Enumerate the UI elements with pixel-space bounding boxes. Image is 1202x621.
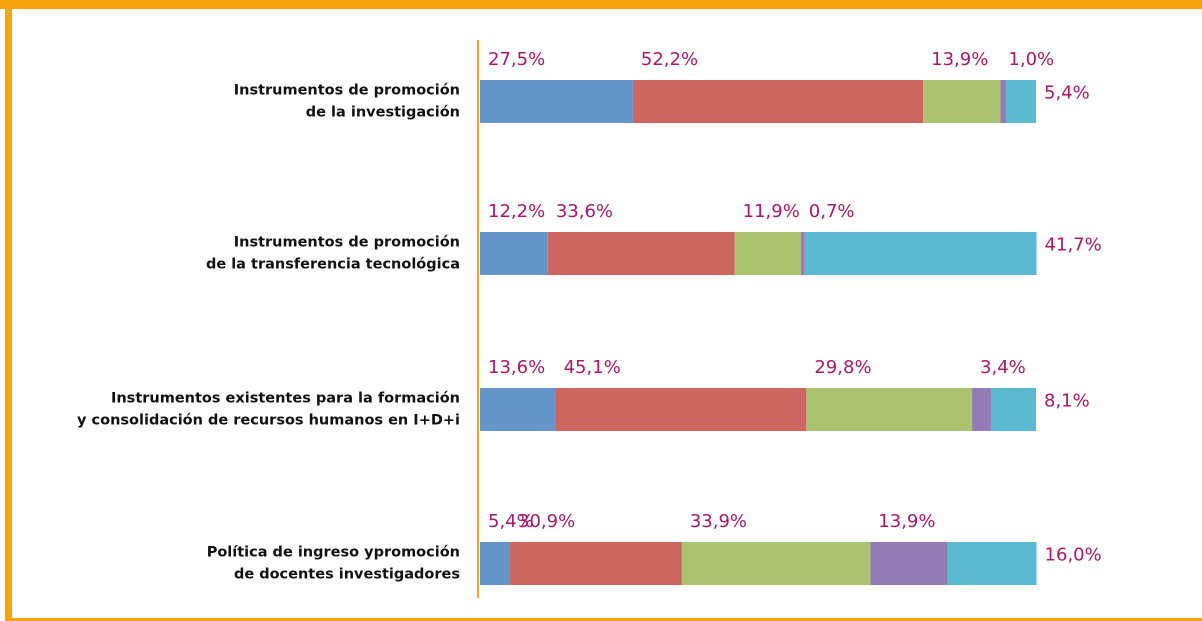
category-label: de la transferencia tecnológica — [206, 257, 460, 273]
bar-segment — [923, 80, 1001, 123]
bar-segment — [990, 388, 1036, 431]
bar-segment — [972, 388, 991, 431]
value-label: 33,9% — [690, 511, 747, 532]
bar-segment — [632, 80, 924, 123]
bar-segment — [1000, 80, 1006, 123]
category-label: de la investigación — [306, 105, 460, 121]
value-label: 52,2% — [641, 49, 698, 70]
bar-segment — [547, 232, 735, 275]
value-label: 12,2% — [488, 201, 545, 222]
value-label: 29,8% — [814, 357, 871, 378]
value-label: 33,6% — [556, 201, 613, 222]
value-label: 8,1% — [1044, 391, 1090, 412]
value-label: 27,5% — [488, 49, 545, 70]
bar-segment — [480, 542, 511, 585]
value-label: 5,4% — [488, 511, 534, 532]
bar-segment — [555, 388, 807, 431]
value-label: 11,9% — [743, 201, 800, 222]
bar-segment — [806, 388, 973, 431]
bar-segment — [804, 232, 1037, 275]
bar-segment — [870, 542, 948, 585]
value-label: 5,4% — [1044, 83, 1090, 104]
frame-top — [0, 0, 1202, 9]
value-label: 45,1% — [564, 357, 621, 378]
value-label: 0,7% — [809, 201, 855, 222]
value-label: 30,9% — [518, 511, 575, 532]
frame-left — [5, 0, 12, 621]
bar-segment — [800, 232, 805, 275]
bar-segment — [480, 232, 548, 275]
bar-segment — [734, 232, 801, 275]
category-label: de docentes investigadores — [234, 567, 460, 583]
category-label: Instrumentos existentes para la formació… — [111, 391, 460, 407]
category-label: Instrumentos de promoción — [234, 83, 460, 99]
bar-segment — [1005, 80, 1036, 123]
category-label: Instrumentos de promoción — [234, 235, 460, 251]
value-label: 13,9% — [878, 511, 935, 532]
bar-segment — [510, 542, 682, 585]
bar-segment — [681, 542, 871, 585]
value-label: 3,4% — [980, 357, 1026, 378]
value-label: 13,9% — [931, 49, 988, 70]
category-label: y consolidación de recursos humanos en I… — [77, 413, 460, 429]
bar-segment — [480, 80, 633, 123]
bar-segment — [480, 388, 556, 431]
category-label: Política de ingreso ypromoción — [207, 545, 460, 561]
value-label: 41,7% — [1045, 235, 1102, 256]
value-label: 16,0% — [1045, 545, 1102, 566]
value-label: 13,6% — [488, 357, 545, 378]
bar-segment — [947, 542, 1037, 585]
value-label: 1,0% — [1008, 49, 1054, 70]
frame-bottom — [5, 618, 1202, 621]
